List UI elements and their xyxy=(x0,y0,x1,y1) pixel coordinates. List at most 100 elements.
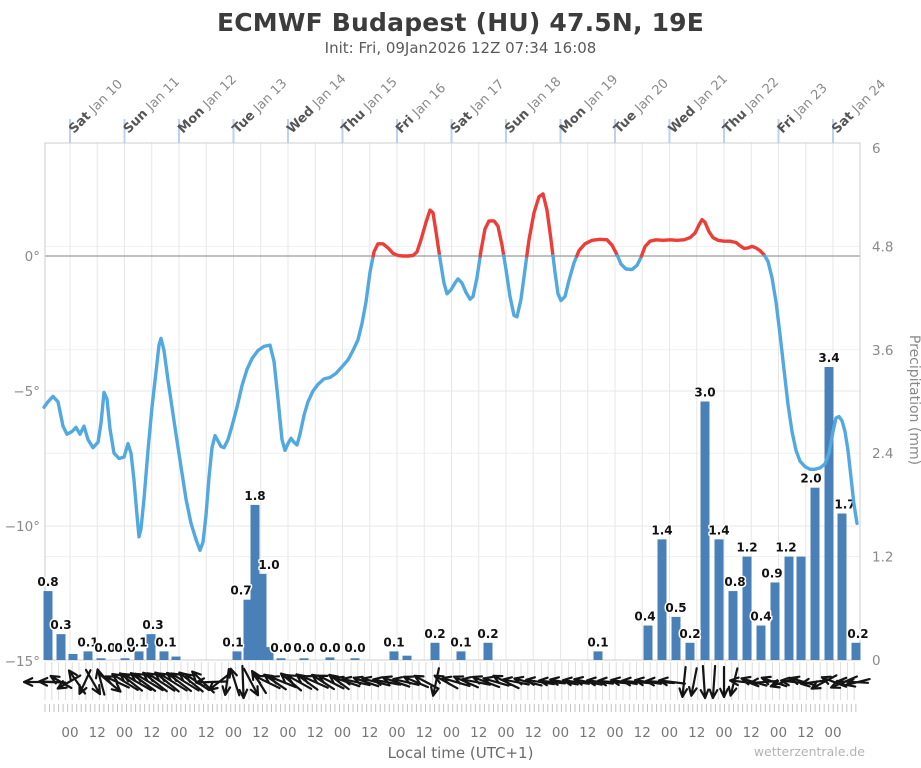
init-info: Init: Fri, 09Jan2026 12Z 07:34 16:08 xyxy=(324,39,597,57)
wind-arrow xyxy=(597,676,627,687)
precip-bar xyxy=(851,642,861,660)
wind-arrow xyxy=(207,672,231,692)
temperature-line-below-zero xyxy=(551,254,579,303)
wind-arrow xyxy=(800,677,828,688)
wind-arrow xyxy=(402,675,430,689)
precip-bar xyxy=(243,599,253,660)
hour-label: 12 xyxy=(198,725,215,741)
hour-label: 00 xyxy=(661,725,678,741)
hour-label: 12 xyxy=(361,725,378,741)
wind-arrow xyxy=(228,667,241,697)
precip-tick-label: 6 xyxy=(872,141,881,157)
precip-bar xyxy=(810,487,820,660)
temperature-line-above-zero xyxy=(478,219,506,258)
wind-arrow xyxy=(461,676,491,686)
precip-bar xyxy=(171,656,181,660)
precip-value-label: 0.0 xyxy=(94,641,115,655)
precip-value-label: 1.4 xyxy=(708,523,729,537)
precip-value-label: 0.5 xyxy=(665,601,686,615)
wind-arrow xyxy=(562,676,590,687)
x-axis-title: Local time (UTC+1) xyxy=(387,744,534,762)
day-label: Thu Jan 22 xyxy=(720,75,782,137)
wind-arrow xyxy=(482,675,510,687)
precip-value-label: 0.1 xyxy=(222,635,243,649)
wind-arrow xyxy=(441,675,471,687)
day-label: Fri Jan 23 xyxy=(775,81,831,137)
wind-arrow xyxy=(134,672,164,692)
precip-value-label: 0.2 xyxy=(477,627,498,641)
precip-value-label: 0.8 xyxy=(724,575,745,589)
precip-value-label: 0.7 xyxy=(230,584,251,598)
page-title: ECMWF Budapest (HU) 47.5N, 19E xyxy=(216,8,705,37)
hour-label: 12 xyxy=(634,725,651,741)
hour-label: 00 xyxy=(497,725,514,741)
precip-bar xyxy=(146,634,156,660)
hour-label: 00 xyxy=(824,725,841,741)
temp-tick-label: −15° xyxy=(5,654,40,670)
precip-bar xyxy=(593,651,603,660)
precip-bar xyxy=(276,658,286,660)
wind-arrow xyxy=(708,664,719,700)
hour-label: 12 xyxy=(525,725,542,741)
precip-bar xyxy=(350,658,360,660)
precip-value-label: 0.9 xyxy=(761,566,782,580)
precip-value-label: 0.1 xyxy=(450,635,471,649)
day-label: Sat Jan 17 xyxy=(448,77,508,137)
precip-bar xyxy=(83,651,93,660)
precip-bar xyxy=(232,651,242,660)
hour-label: 00 xyxy=(279,725,296,741)
temperature-line-below-zero xyxy=(42,254,375,552)
precip-value-label: 0.0 xyxy=(270,641,291,655)
day-label: Sat Jan 24 xyxy=(829,77,889,137)
hour-label: 00 xyxy=(715,725,732,741)
precip-bar xyxy=(657,539,667,660)
precip-bar xyxy=(756,625,766,660)
wind-arrow xyxy=(285,674,313,690)
hour-label: 00 xyxy=(552,725,569,741)
hour-label: 00 xyxy=(334,725,351,741)
precip-value-label: 0.3 xyxy=(50,618,71,632)
precip-bar xyxy=(671,616,681,660)
day-label: Thu Jan 15 xyxy=(339,75,401,137)
precip-bar xyxy=(824,367,834,660)
precip-bar xyxy=(43,591,53,660)
precip-bar xyxy=(264,647,274,660)
precip-bar xyxy=(56,634,66,660)
precip-value-label: 0.4 xyxy=(634,610,655,624)
day-label: Sat Jan 10 xyxy=(66,77,126,137)
hour-label: 12 xyxy=(89,725,106,741)
temperature-line-above-zero xyxy=(575,237,620,258)
temperature-line-above-zero xyxy=(639,217,767,258)
precip-bar xyxy=(700,401,710,660)
precip-value-label: 0.2 xyxy=(424,627,445,641)
wind-arrow xyxy=(430,667,440,697)
temperature-line-below-zero xyxy=(437,254,482,301)
temperature-line-above-zero xyxy=(525,192,555,258)
wind-arrow xyxy=(170,672,200,692)
hour-label: 12 xyxy=(688,725,705,741)
precip-tick-label: 2.4 xyxy=(872,446,893,462)
precip-bar xyxy=(483,642,493,660)
hour-label: 00 xyxy=(170,725,187,741)
wind-arrow xyxy=(810,674,838,690)
precip-bar xyxy=(250,504,260,660)
temperature-line-below-zero xyxy=(763,254,859,525)
precip-bar xyxy=(68,653,78,660)
day-label: Tue Jan 13 xyxy=(230,76,291,137)
hour-label: 12 xyxy=(797,725,814,741)
precip-tick-label: 0 xyxy=(872,653,881,669)
wind-arrow xyxy=(301,675,329,689)
temp-tick-label: 0° xyxy=(25,249,40,265)
precip-tick-label: 1.2 xyxy=(872,550,893,566)
precip-value-label: 1.8 xyxy=(244,489,265,503)
wind-arrow xyxy=(253,674,281,690)
wind-arrow xyxy=(820,675,848,688)
precip-bar xyxy=(389,651,399,660)
precip-value-label: 1.0 xyxy=(258,558,279,572)
precip-value-label: 2.0 xyxy=(800,472,821,486)
precip-value-label: 0.1 xyxy=(383,635,404,649)
precip-value-label: 0.2 xyxy=(679,627,700,641)
hour-label: 12 xyxy=(470,725,487,741)
